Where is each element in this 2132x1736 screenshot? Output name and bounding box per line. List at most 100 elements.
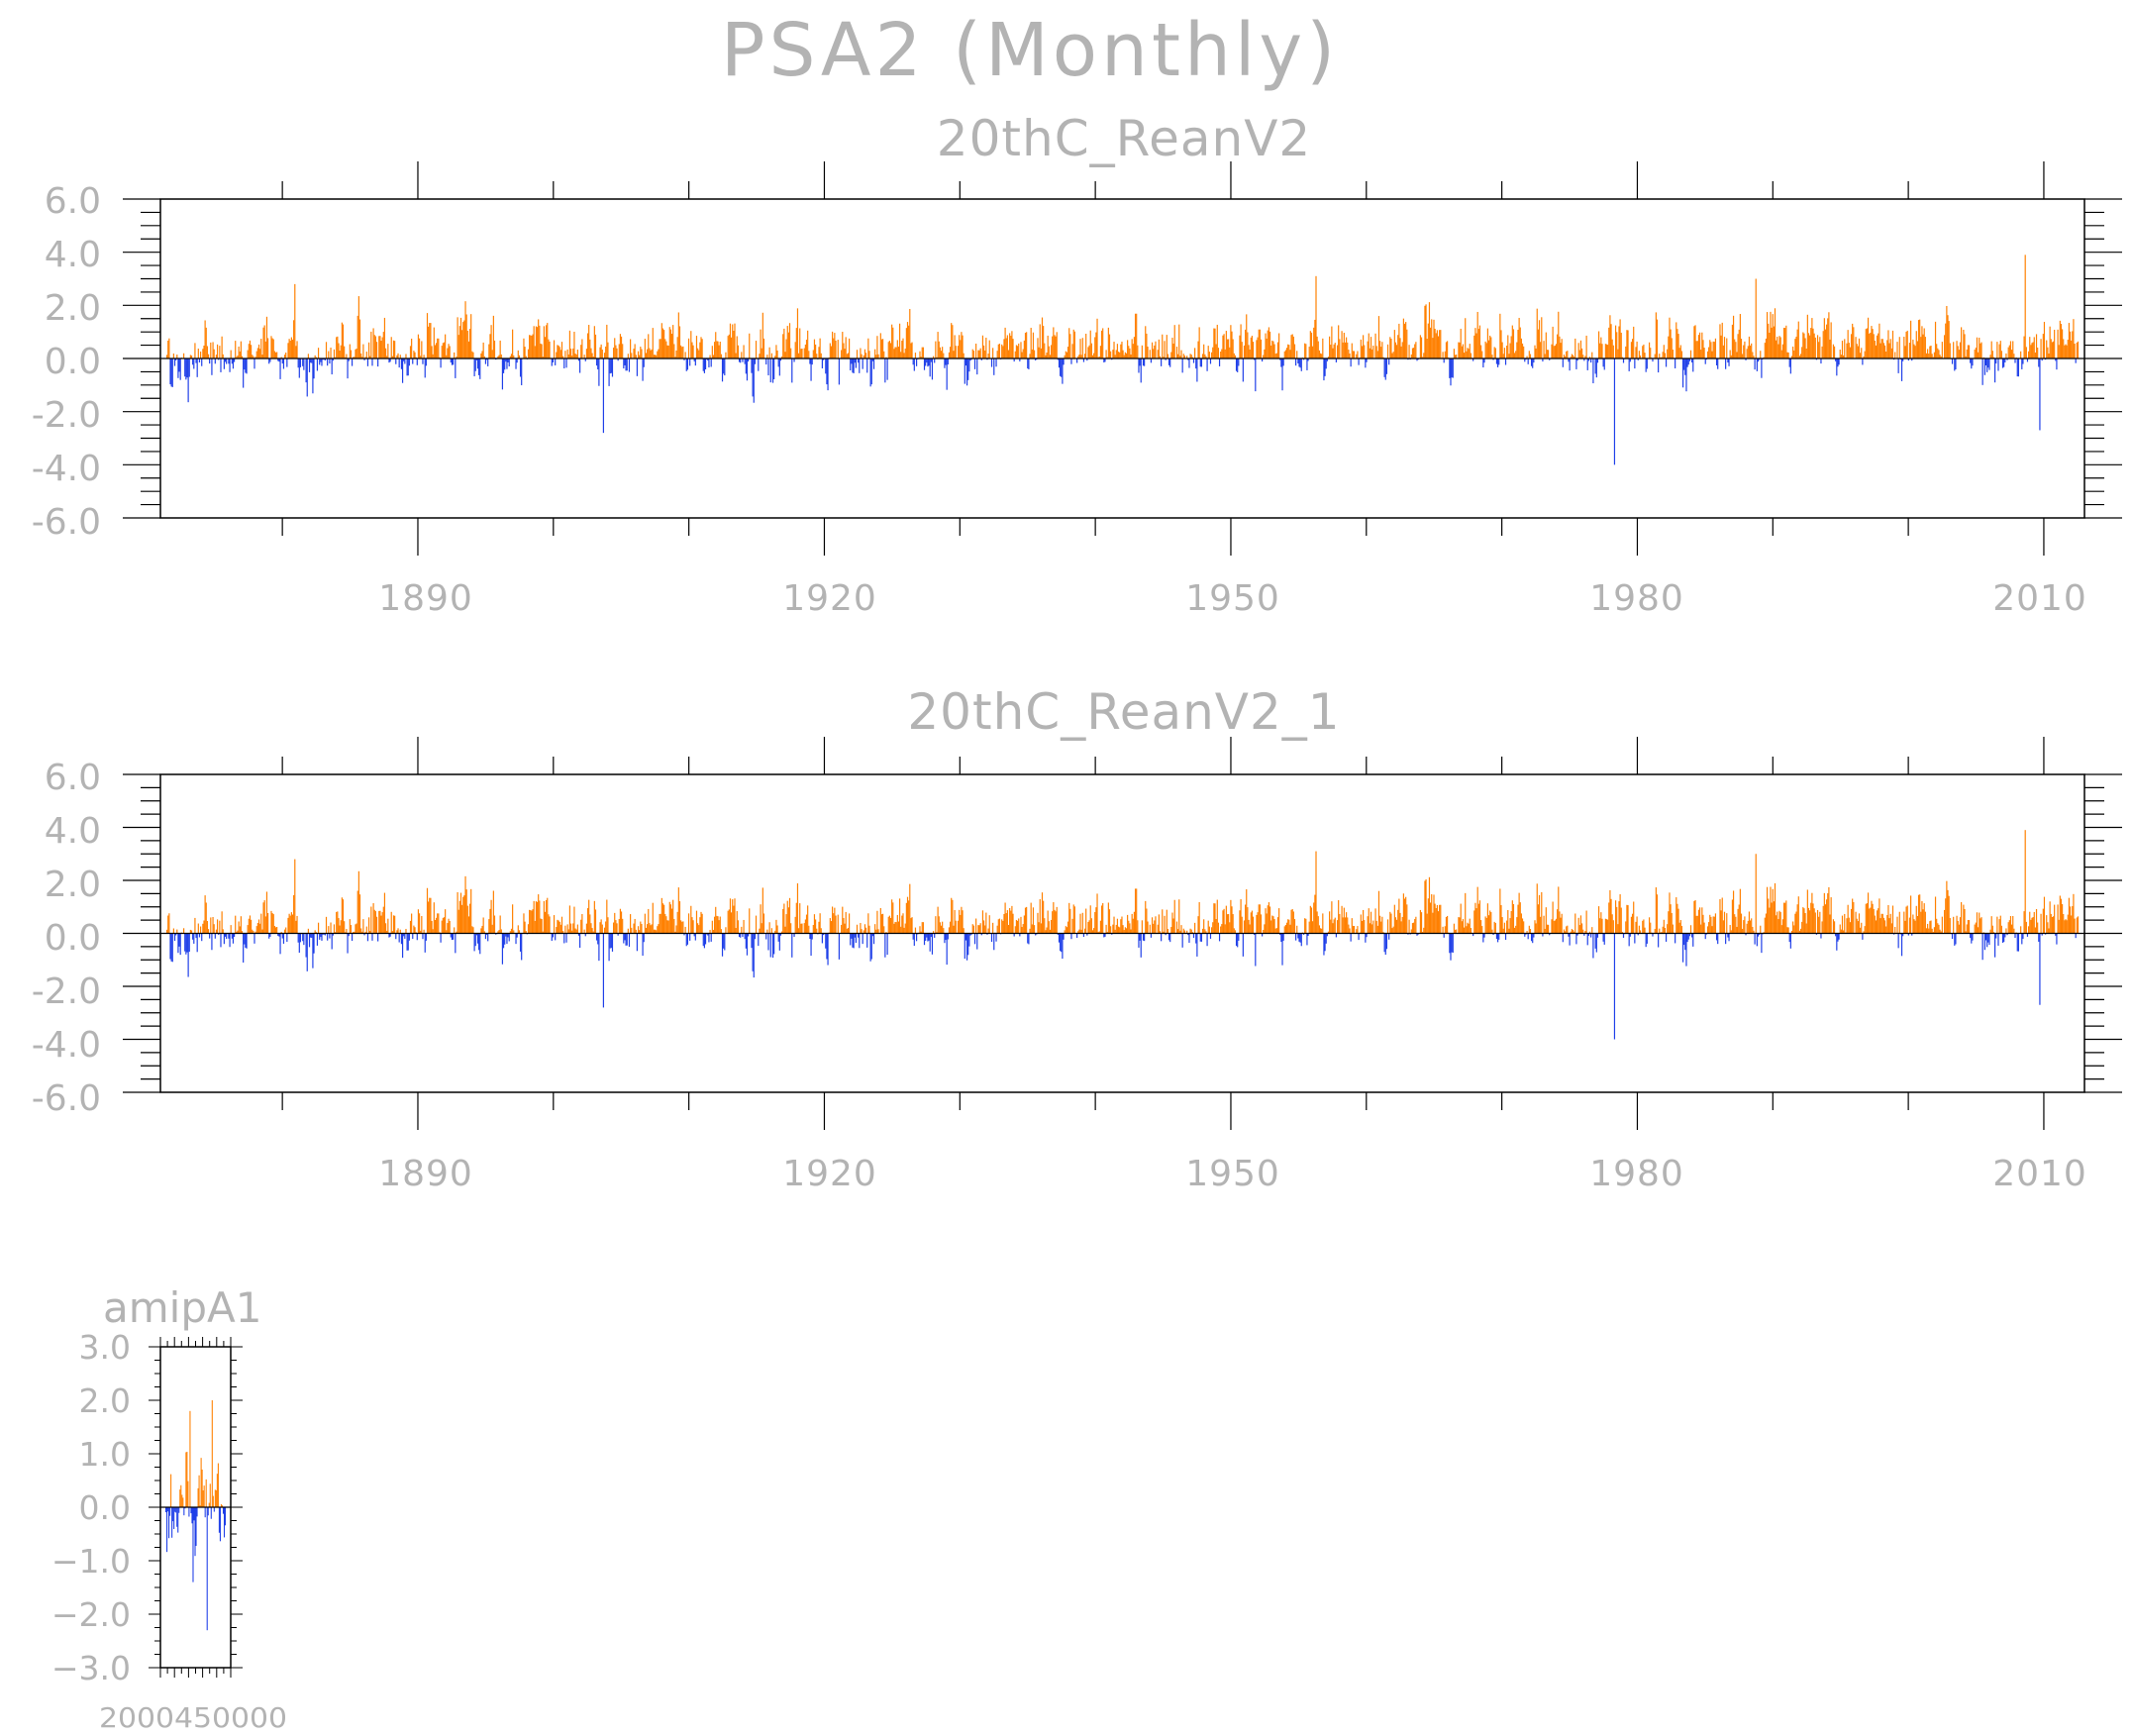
monthly-bar	[529, 335, 531, 358]
monthly-bar	[1295, 933, 1297, 941]
monthly-bar	[1621, 357, 1623, 358]
monthly-bar	[1913, 344, 1915, 358]
monthly-bar	[1390, 913, 1392, 934]
monthly-bar	[350, 925, 353, 934]
monthly-bar	[1269, 906, 1271, 934]
monthly-bar	[272, 339, 274, 358]
monthly-bar	[565, 933, 567, 943]
monthly-bar	[867, 338, 869, 358]
monthly-bar	[483, 931, 485, 934]
monthly-bar	[1919, 319, 1921, 358]
monthly-bar	[463, 320, 465, 358]
monthly-bar	[1172, 343, 1174, 358]
monthly-bar	[615, 920, 617, 934]
monthly-bar	[1823, 318, 1825, 358]
monthly-bar	[855, 358, 857, 368]
monthly-bar	[462, 322, 464, 358]
monthly-bar	[424, 933, 426, 953]
monthly-bar	[2028, 926, 2030, 934]
monthly-bar	[1352, 925, 1354, 934]
monthly-bar	[1090, 343, 1092, 358]
monthly-bar	[608, 933, 610, 962]
monthly-bar	[1325, 358, 1327, 369]
monthly-bar	[1231, 331, 1233, 358]
monthly-bar	[1349, 353, 1351, 358]
monthly-bar	[166, 929, 168, 934]
monthly-bar	[361, 931, 363, 934]
monthly-bar	[700, 911, 702, 934]
monthly-bar	[237, 930, 239, 934]
monthly-bar	[672, 899, 674, 934]
monthly-bar	[2001, 933, 2004, 944]
monthly-bar	[1881, 913, 1883, 934]
monthly-bar	[1295, 358, 1297, 366]
monthly-bar	[198, 933, 201, 938]
monthly-bar	[1105, 350, 1107, 358]
monthly-bar	[1078, 355, 1080, 358]
monthly-bar	[1377, 316, 1380, 358]
monthly-bar	[169, 1507, 171, 1516]
monthly-bar	[1654, 929, 1656, 934]
monthly-bar	[202, 349, 204, 358]
monthly-bar	[279, 933, 281, 955]
monthly-bar	[1200, 933, 1203, 942]
monthly-bar	[1755, 278, 1757, 358]
monthly-bar	[1788, 933, 1790, 943]
monthly-bar	[1125, 353, 1128, 358]
monthly-bar	[1983, 358, 1985, 375]
monthly-bar	[913, 358, 915, 371]
monthly-bar	[1972, 933, 1974, 941]
monthly-bar	[180, 1484, 182, 1507]
monthly-bar	[690, 331, 692, 358]
monthly-bar	[628, 933, 631, 948]
monthly-bar	[1081, 338, 1083, 358]
monthly-bar	[1076, 933, 1078, 938]
monthly-bar	[944, 933, 946, 944]
monthly-bar	[1300, 933, 1302, 947]
monthly-bar	[609, 358, 611, 374]
monthly-bar	[337, 911, 339, 934]
monthly-bar	[1369, 923, 1371, 934]
monthly-bar	[1511, 325, 1513, 358]
monthly-bar	[1737, 908, 1739, 934]
monthly-bar	[1814, 337, 1816, 358]
monthly-bar	[493, 340, 496, 358]
monthly-bar	[1432, 338, 1434, 358]
monthly-bar	[914, 927, 917, 934]
monthly-bar	[1714, 338, 1717, 358]
monthly-bar	[1885, 926, 1887, 934]
monthly-bar	[1889, 339, 1891, 358]
monthly-bar	[302, 358, 304, 366]
monthly-bar	[1735, 916, 1737, 934]
monthly-bar	[701, 913, 703, 934]
monthly-bar	[562, 931, 564, 934]
monthly-bar	[657, 351, 659, 358]
monthly-bar	[245, 358, 247, 373]
monthly-bar	[513, 930, 515, 934]
monthly-bar	[986, 358, 988, 360]
monthly-bar	[375, 342, 378, 358]
monthly-bar	[2076, 342, 2078, 358]
monthly-bar	[339, 351, 341, 358]
monthly-bar	[2038, 933, 2040, 942]
monthly-bar	[312, 933, 314, 969]
monthly-bar	[1241, 916, 1243, 934]
monthly-bar	[1645, 358, 1647, 372]
monthly-bar	[1276, 917, 1279, 934]
monthly-bar	[1158, 914, 1160, 934]
monthly-bar	[457, 317, 458, 358]
monthly-bar	[1992, 357, 1995, 358]
monthly-bar	[758, 933, 760, 947]
monthly-bar	[936, 932, 938, 934]
monthly-bar	[1041, 892, 1044, 934]
monthly-bar	[911, 342, 913, 358]
monthly-bar	[437, 913, 439, 934]
monthly-bar	[510, 928, 513, 934]
monthly-bar	[1235, 358, 1238, 371]
monthly-bar	[434, 920, 437, 934]
monthly-bar	[1203, 919, 1205, 934]
monthly-bar	[606, 899, 608, 934]
monthly-bar	[666, 345, 668, 358]
monthly-bar	[2011, 924, 2013, 934]
monthly-bar	[1809, 910, 1811, 934]
